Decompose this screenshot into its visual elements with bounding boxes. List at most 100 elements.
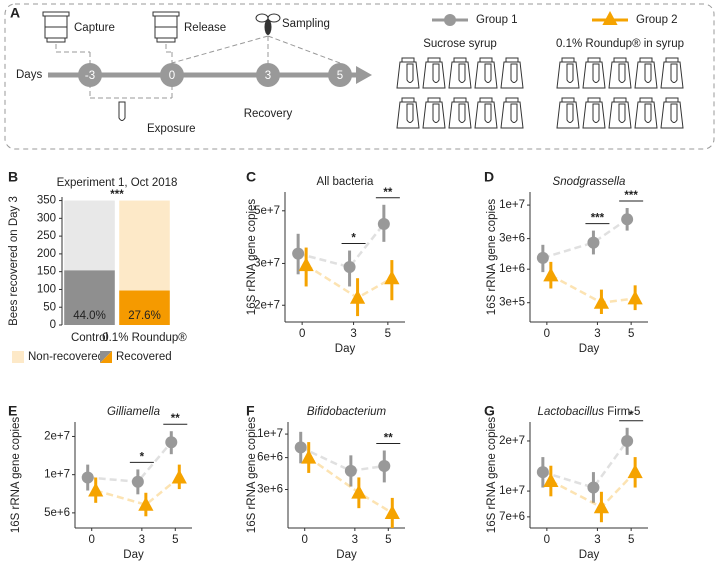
y-axis-label: Bees recovered on Day 3 (8, 196, 20, 326)
x-tick-label: Control (71, 332, 108, 344)
x-tick-label: 0 (544, 534, 550, 546)
y-tick-label: 1e+7 (499, 199, 525, 211)
tube (406, 103, 414, 123)
y-tick-label: 1e+7 (499, 485, 525, 497)
chart-title: Lactobacillus Firm-5 (538, 406, 641, 418)
x-axis-label: Day (335, 343, 356, 355)
chart-title: Gilliamella (107, 406, 160, 418)
day-label: -3 (85, 70, 95, 82)
y-tick-label: 3e+7 (254, 257, 280, 269)
cage-icon (556, 57, 580, 89)
point (593, 294, 610, 309)
bee-icon (255, 13, 281, 35)
day-node (160, 63, 184, 87)
day-node (328, 63, 352, 87)
bee-wing (267, 13, 281, 23)
cage-icon (660, 57, 684, 89)
hive-lid (152, 11, 180, 17)
legend-swatch (100, 351, 112, 363)
cage-top (479, 97, 493, 103)
y-tick-label: 50 (43, 301, 56, 313)
point (344, 464, 357, 477)
day-label: 5 (337, 70, 343, 82)
hive-box (44, 26, 68, 39)
timeline-arrow (356, 66, 372, 84)
cage-top (401, 57, 415, 63)
x-tick-label: 3 (594, 534, 600, 546)
y-tick-label: 100 (37, 283, 56, 295)
cage-icon (634, 57, 658, 89)
y-tick-label: 300 (37, 212, 56, 224)
group-description: Sucrose syrup (423, 38, 497, 50)
cage-icon (556, 97, 580, 129)
significance-label: ** (171, 413, 180, 425)
title-text: All bacteria (317, 176, 374, 188)
tube (484, 63, 492, 83)
title-suffix: Firm-5 (607, 406, 640, 418)
y-tick-label: 0 (50, 319, 56, 331)
tube (510, 63, 518, 83)
tube (484, 103, 492, 123)
cage-icon (608, 97, 632, 129)
cage-icon (634, 97, 658, 129)
hive-lid (42, 11, 70, 17)
trend-line (542, 440, 629, 490)
cage-top (453, 97, 467, 103)
bar-segment (64, 200, 115, 271)
x-tick-label: 0 (544, 328, 550, 340)
x-tick-label: 3 (139, 534, 145, 546)
event-label: Sampling (282, 18, 330, 30)
cage-icon (396, 97, 420, 129)
cage-top (587, 97, 601, 103)
day-label: 3 (265, 70, 271, 82)
y-axis-label: 16S rRNA gene copies (486, 199, 498, 316)
trend-line (95, 476, 181, 507)
point (587, 481, 600, 494)
cage-top (665, 97, 679, 103)
tube (566, 63, 574, 83)
legend-marker (444, 14, 456, 26)
y-tick-label: 150 (37, 266, 56, 278)
bar-segment (64, 270, 115, 325)
y-tick-label: 2e+7 (44, 430, 70, 442)
y-tick-label: 350 (37, 195, 56, 207)
tube (432, 63, 440, 83)
tube (618, 63, 626, 83)
x-tick-label: 0 (299, 328, 305, 340)
point (301, 449, 317, 464)
point (88, 482, 104, 497)
tube (458, 63, 466, 83)
cage-icon (422, 97, 446, 129)
cage-icon (422, 57, 446, 89)
cage-top (505, 57, 519, 63)
point (536, 466, 549, 479)
bee-body (264, 19, 272, 35)
hive-box (154, 15, 178, 28)
point (543, 472, 559, 487)
significance-label: ** (384, 433, 393, 445)
point (621, 434, 634, 447)
bar-label: 27.6% (128, 310, 161, 322)
point (81, 471, 94, 484)
x-tick-label: 0 (302, 534, 308, 546)
hive-stand (156, 37, 176, 43)
cage-top (639, 57, 653, 63)
y-tick-label: 5e+7 (254, 205, 280, 217)
point (384, 270, 400, 285)
title-text: Bifidobacterium (307, 406, 387, 418)
y-tick-label: 6e+6 (257, 452, 283, 464)
day-label: 0 (169, 70, 175, 82)
point (165, 436, 178, 449)
legend-label: Group 1 (476, 14, 518, 26)
panel-label: G (484, 403, 495, 419)
cage-top (587, 57, 601, 63)
chart-title: Snodgrassella (553, 176, 626, 188)
chart-title: Experiment 1, Oct 2018 (57, 177, 178, 189)
hive-box (44, 15, 68, 28)
panel-label: B (8, 169, 18, 185)
cage-icon (448, 57, 472, 89)
day-node (256, 63, 280, 87)
legend-swatch (12, 351, 24, 363)
cage-icon (582, 97, 606, 129)
